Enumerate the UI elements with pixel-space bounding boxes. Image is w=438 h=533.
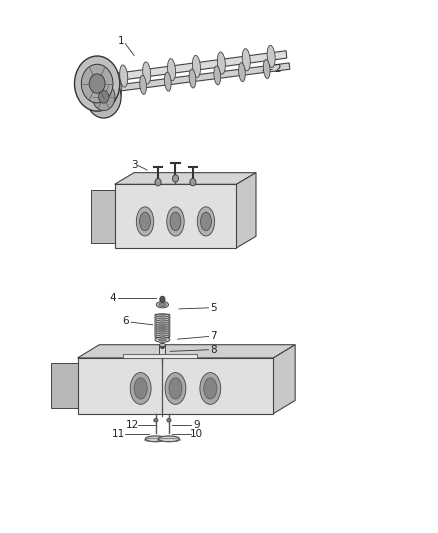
Ellipse shape: [143, 62, 151, 84]
Circle shape: [86, 76, 121, 118]
Text: 10: 10: [190, 429, 203, 439]
Ellipse shape: [154, 418, 158, 422]
Polygon shape: [95, 51, 287, 84]
Polygon shape: [51, 364, 78, 408]
Ellipse shape: [267, 45, 275, 68]
Ellipse shape: [140, 75, 146, 94]
Ellipse shape: [192, 55, 201, 77]
Ellipse shape: [197, 207, 215, 236]
Circle shape: [99, 91, 109, 103]
Polygon shape: [99, 63, 290, 94]
Ellipse shape: [140, 212, 150, 231]
Ellipse shape: [115, 78, 122, 98]
Circle shape: [155, 179, 161, 186]
Ellipse shape: [168, 59, 176, 81]
Ellipse shape: [204, 378, 217, 399]
Text: 4: 4: [109, 293, 116, 303]
Polygon shape: [91, 190, 115, 243]
Polygon shape: [115, 173, 256, 184]
Text: 5: 5: [211, 303, 217, 313]
Polygon shape: [78, 345, 295, 358]
Text: 8: 8: [211, 345, 217, 355]
Text: 11: 11: [112, 429, 126, 439]
Text: 2: 2: [275, 64, 281, 74]
Circle shape: [190, 179, 196, 186]
Ellipse shape: [263, 60, 270, 78]
Polygon shape: [237, 173, 256, 248]
Ellipse shape: [134, 378, 147, 399]
Ellipse shape: [159, 303, 166, 306]
Ellipse shape: [169, 378, 182, 399]
Ellipse shape: [167, 418, 171, 422]
Ellipse shape: [155, 337, 170, 342]
Circle shape: [89, 74, 105, 93]
Ellipse shape: [165, 373, 186, 405]
Ellipse shape: [159, 338, 166, 341]
Ellipse shape: [214, 66, 221, 85]
Bar: [159, 345, 166, 354]
Ellipse shape: [159, 343, 166, 346]
Ellipse shape: [136, 207, 154, 236]
Ellipse shape: [156, 302, 169, 308]
Circle shape: [160, 296, 165, 303]
Circle shape: [92, 83, 115, 111]
Ellipse shape: [167, 207, 184, 236]
Polygon shape: [273, 345, 295, 414]
Ellipse shape: [201, 212, 212, 231]
Circle shape: [173, 175, 179, 182]
Circle shape: [160, 343, 165, 349]
Ellipse shape: [170, 212, 181, 231]
Ellipse shape: [200, 373, 221, 405]
Ellipse shape: [189, 69, 196, 88]
Text: 3: 3: [131, 160, 138, 169]
Text: 12: 12: [125, 419, 138, 430]
Polygon shape: [123, 354, 197, 358]
Polygon shape: [78, 358, 273, 414]
Text: 7: 7: [211, 332, 217, 342]
Text: 9: 9: [193, 419, 200, 430]
Ellipse shape: [130, 373, 151, 405]
Ellipse shape: [145, 436, 166, 442]
Ellipse shape: [239, 63, 245, 82]
Ellipse shape: [159, 436, 180, 442]
Ellipse shape: [164, 72, 171, 91]
Circle shape: [81, 64, 113, 103]
Text: 6: 6: [122, 316, 129, 326]
Circle shape: [74, 56, 120, 111]
Ellipse shape: [242, 49, 250, 71]
Polygon shape: [115, 184, 237, 248]
Text: 1: 1: [118, 36, 124, 46]
Ellipse shape: [217, 52, 226, 74]
Ellipse shape: [120, 65, 128, 87]
FancyBboxPatch shape: [155, 314, 170, 337]
